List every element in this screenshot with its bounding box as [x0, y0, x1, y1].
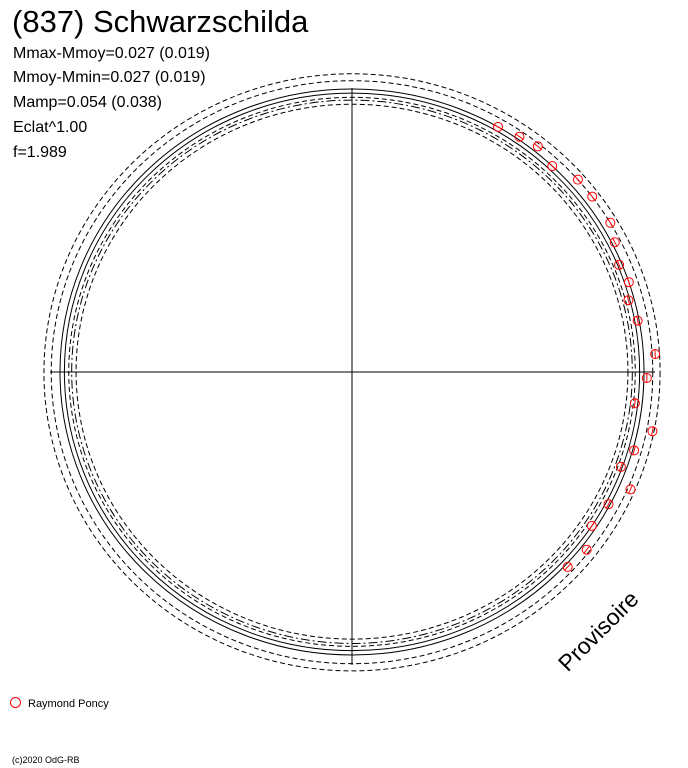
- data-point: [625, 484, 636, 495]
- data-point: [581, 544, 592, 555]
- legend-label: Raymond Poncy: [28, 698, 109, 710]
- stat-mmax-mmoy: Mmax-Mmoy=0.027 (0.019): [13, 45, 210, 62]
- curve-extreme-max: [43, 73, 661, 672]
- data-point: [641, 372, 652, 383]
- stat-mmoy-mmin: Mmoy-Mmin=0.027 (0.019): [13, 69, 206, 86]
- data-point: [587, 191, 598, 202]
- data-point: [605, 217, 616, 228]
- data-point: [615, 461, 626, 472]
- data-point: [562, 561, 573, 572]
- stat-period-factor: f=1.989: [13, 144, 67, 161]
- legend-marker-icon: [10, 697, 21, 708]
- stat-eclat: Eclat^1.00: [13, 119, 88, 136]
- data-point: [647, 426, 658, 437]
- stat-mamp: Mamp=0.054 (0.038): [13, 94, 162, 111]
- data-point: [572, 174, 583, 185]
- data-point: [547, 161, 558, 172]
- data-point: [609, 237, 620, 248]
- data-point: [629, 445, 640, 456]
- data-point: [532, 141, 543, 152]
- data-point: [514, 131, 525, 142]
- data-point: [632, 315, 643, 326]
- data-point: [493, 121, 503, 132]
- data-point: [650, 349, 661, 360]
- legend: Raymond Poncy: [10, 697, 109, 711]
- data-point: [623, 277, 634, 288]
- data-point: [629, 398, 640, 409]
- observation-points: [493, 121, 661, 572]
- chart-title: (837) Schwarzschilda: [12, 4, 309, 39]
- data-point: [586, 520, 597, 531]
- data-point: [603, 499, 614, 510]
- data-point: [614, 259, 625, 270]
- copyright: (c)2020 OdG-RB: [12, 755, 80, 765]
- data-point: [623, 295, 634, 306]
